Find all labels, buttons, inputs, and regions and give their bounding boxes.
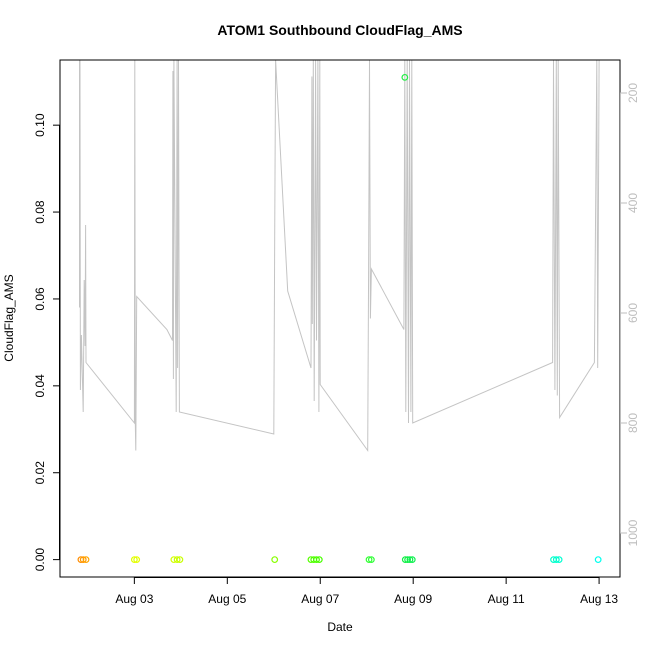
- data-point: [552, 556, 560, 564]
- right-tick-label: 800: [626, 413, 640, 433]
- altitude-track-line: [79, 59, 600, 453]
- data-point: [594, 556, 602, 564]
- x-axis: Aug 03 Aug 05 Aug 07 Aug 09 Aug 11 Aug 13: [115, 577, 618, 606]
- data-point: [401, 556, 409, 564]
- data-point: [271, 556, 279, 564]
- y-tick-label: 0.10: [33, 113, 47, 137]
- right-tick-label: 400: [626, 193, 640, 213]
- data-point: [406, 556, 414, 564]
- x-axis-title: Date: [327, 620, 353, 634]
- y-tick-label: 0.04: [33, 374, 47, 398]
- data-point: [173, 556, 181, 564]
- x-tick-label: Aug 09: [394, 592, 432, 606]
- y-axis-title: CloudFlag_AMS: [2, 274, 16, 361]
- x-tick-label: Aug 05: [208, 592, 246, 606]
- y-tick-label: 0.08: [33, 200, 47, 224]
- altitude-track-layer: [79, 59, 600, 453]
- points-layer: [77, 73, 602, 564]
- plot-frame: [59, 59, 621, 578]
- y-tick-label: 0.02: [33, 461, 47, 485]
- data-point: [176, 556, 184, 564]
- chart-title: ATOM1 Southbound CloudFlag_AMS: [217, 22, 462, 38]
- y-tick-label: 0.06: [33, 287, 47, 311]
- x-tick-label: Aug 11: [488, 592, 525, 606]
- data-point: [313, 556, 320, 564]
- data-point: [365, 556, 373, 564]
- data-point: [82, 556, 90, 564]
- x-tick-label: Aug 07: [301, 592, 339, 606]
- y-axis: 0.00 0.02 0.04 0.06 0.08 0.10: [33, 113, 60, 571]
- right-axis: 200 400 600 800 1000: [620, 83, 640, 546]
- right-tick-label: 200: [626, 83, 640, 103]
- data-point: [130, 556, 138, 564]
- data-point: [408, 556, 416, 564]
- right-tick-label: 600: [626, 303, 640, 323]
- data-point: [367, 556, 375, 564]
- x-tick-label: Aug 03: [115, 592, 153, 606]
- data-point: [79, 556, 87, 564]
- y-tick-label: 0.00: [33, 548, 47, 572]
- x-tick-label: Aug 13: [580, 592, 618, 606]
- right-tick-label: 1000: [626, 519, 640, 546]
- data-point: [555, 556, 563, 564]
- data-point: [404, 556, 412, 564]
- data-point: [401, 73, 409, 81]
- data-point: [315, 556, 323, 564]
- data-point: [133, 556, 141, 564]
